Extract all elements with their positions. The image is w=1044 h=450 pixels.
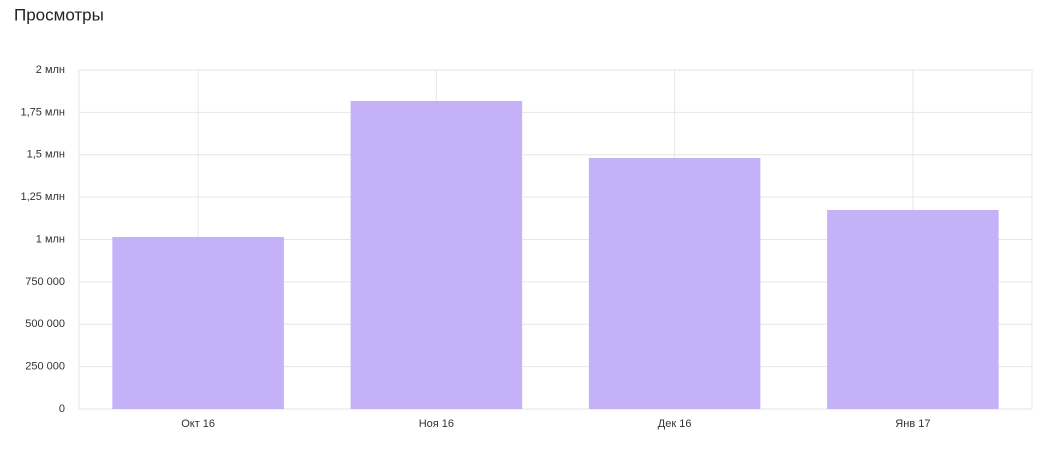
chart-title: Просмотры — [14, 5, 104, 24]
y-tick-label: 1,5 млн — [27, 149, 65, 161]
y-tick-label: 2 млн — [36, 64, 65, 76]
y-tick-label: 1 млн — [36, 233, 65, 245]
bar — [827, 210, 999, 409]
y-tick-label: 750 000 — [25, 276, 65, 288]
y-tick-label: 1,25 млн — [20, 191, 65, 203]
y-tick-label: 1,75 млн — [20, 106, 65, 118]
bar — [112, 236, 284, 409]
y-tick-label: 500 000 — [25, 318, 65, 330]
bar — [350, 101, 523, 410]
bar — [588, 157, 761, 409]
x-tick-label: Дек 16 — [658, 418, 692, 430]
y-tick-label: 0 — [59, 403, 65, 415]
x-tick-label: Ноя 16 — [419, 418, 454, 430]
y-tick-label: 250 000 — [25, 361, 65, 373]
x-tick-label: Янв 17 — [895, 418, 930, 430]
x-tick-label: Окт 16 — [181, 418, 215, 430]
